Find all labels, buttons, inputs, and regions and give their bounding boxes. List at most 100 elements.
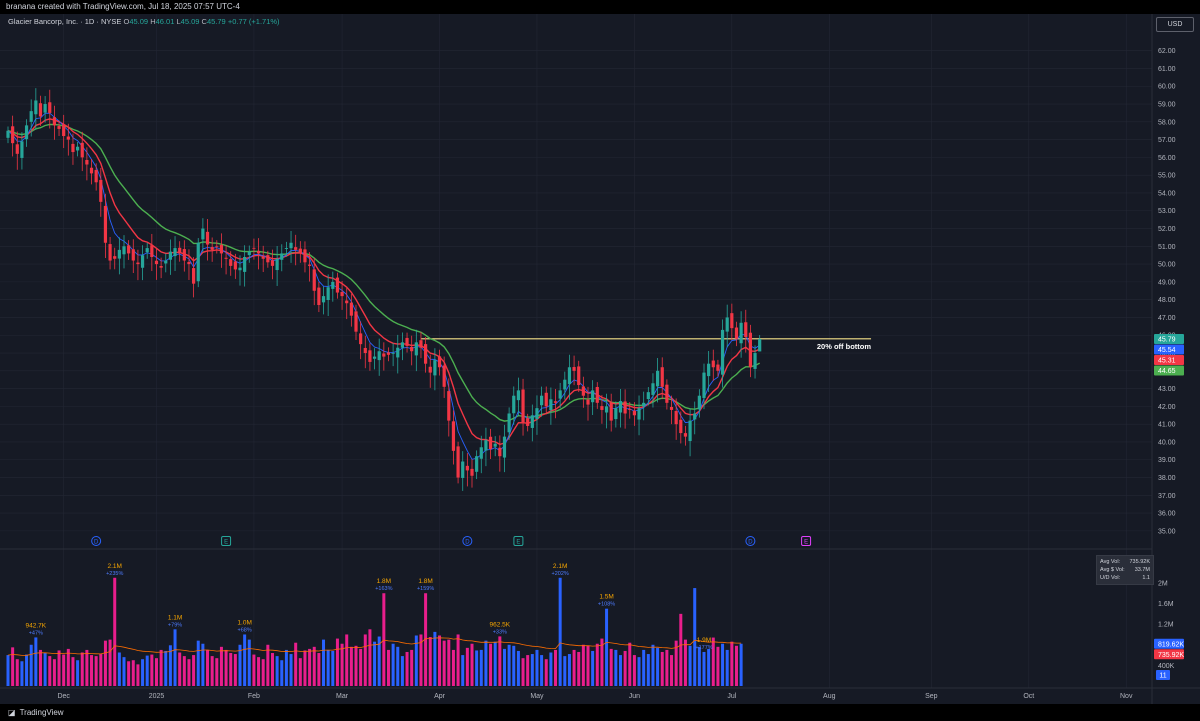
candle-body[interactable]: [660, 367, 664, 387]
candle-body[interactable]: [739, 322, 743, 344]
candle-body[interactable]: [345, 300, 349, 304]
volume-bar[interactable]: [215, 658, 219, 686]
earnings-marker[interactable]: [513, 536, 524, 546]
candle-body[interactable]: [744, 322, 748, 338]
candle-body[interactable]: [89, 167, 94, 174]
volume-bar[interactable]: [688, 645, 692, 686]
volume-bar[interactable]: [396, 646, 400, 686]
candle-body[interactable]: [674, 411, 678, 425]
volume-bar[interactable]: [734, 645, 738, 686]
candle-body[interactable]: [591, 390, 595, 403]
candle-body[interactable]: [544, 392, 548, 407]
candle-body[interactable]: [642, 402, 646, 407]
volume-bar[interactable]: [618, 655, 622, 686]
symbol-name[interactable]: Glacier Bancorp, Inc. · 1D · NYSE: [8, 17, 122, 26]
candle-body[interactable]: [48, 102, 52, 113]
volume-bar[interactable]: [493, 641, 497, 686]
candle-body[interactable]: [187, 261, 191, 265]
candle-body[interactable]: [372, 356, 377, 359]
volume-bar[interactable]: [270, 653, 274, 686]
volume-bar[interactable]: [331, 650, 335, 686]
price-axis[interactable]: 62.00 61.00 60.00 59.00 58.00 57.00 56.00 55.00…: [1158, 48, 1176, 535]
candle-body[interactable]: [572, 367, 576, 371]
volume-bar[interactable]: [280, 660, 284, 686]
volume-bar[interactable]: [711, 637, 715, 686]
candle-body[interactable]: [80, 142, 84, 158]
volume-bar[interactable]: [164, 650, 168, 686]
candle-body[interactable]: [604, 406, 609, 413]
volume-bar[interactable]: [725, 649, 729, 686]
volume-bar[interactable]: [498, 636, 502, 686]
candle-body[interactable]: [493, 443, 497, 447]
candle-body[interactable]: [391, 353, 395, 354]
volume-bar[interactable]: [526, 655, 530, 686]
candle-body[interactable]: [164, 260, 168, 264]
candle-body[interactable]: [665, 384, 669, 403]
volume-bar[interactable]: [470, 643, 474, 686]
candle-body[interactable]: [567, 367, 572, 385]
volume-bar[interactable]: [34, 637, 38, 686]
volume-bar[interactable]: [377, 636, 381, 686]
candle-body[interactable]: [238, 267, 242, 271]
volume-bar[interactable]: [405, 651, 409, 686]
time-axis[interactable]: Dec 2025 Feb Mar Apr May Jun Jul Aug Sep Oct Nov: [57, 693, 1133, 700]
volume-bar[interactable]: [201, 643, 205, 686]
candle-body[interactable]: [117, 249, 121, 259]
volume-bar[interactable]: [739, 643, 743, 686]
candle-body[interactable]: [507, 413, 511, 433]
volume-bar[interactable]: [345, 634, 349, 686]
volume-bar[interactable]: [623, 650, 627, 686]
volume-bar[interactable]: [451, 649, 455, 686]
candle-body[interactable]: [470, 468, 474, 476]
volume-bar[interactable]: [544, 659, 548, 686]
volume-bar[interactable]: [595, 643, 599, 686]
candle-body[interactable]: [359, 333, 363, 345]
candle-body[interactable]: [581, 386, 585, 396]
candle-body[interactable]: [502, 436, 507, 458]
candle-body[interactable]: [326, 287, 330, 300]
candle-body[interactable]: [753, 353, 757, 369]
volume-bar[interactable]: [154, 658, 158, 686]
candle-body[interactable]: [540, 395, 544, 406]
candle-body[interactable]: [725, 317, 729, 332]
volume-bar[interactable]: [103, 640, 107, 686]
volume-bar[interactable]: [48, 656, 52, 686]
volume-bar[interactable]: [632, 655, 636, 686]
volume-bar[interactable]: [233, 654, 237, 686]
volume-bar[interactable]: [447, 639, 451, 686]
candle-body[interactable]: [335, 277, 340, 293]
volume-bar[interactable]: [660, 651, 664, 686]
volume-bar[interactable]: [465, 647, 469, 686]
volume-bar[interactable]: [354, 645, 358, 686]
volume-bar[interactable]: [581, 644, 585, 686]
volume-bar[interactable]: [646, 654, 650, 686]
candle-body[interactable]: [400, 342, 404, 348]
volume-axis[interactable]: 2M 1.6M 1.2M 400K: [1158, 580, 1175, 669]
candle-body[interactable]: [219, 244, 224, 254]
volume-bar[interactable]: [326, 649, 330, 686]
candle-body[interactable]: [683, 433, 688, 437]
volume-bar[interactable]: [340, 643, 344, 686]
candle-body[interactable]: [205, 231, 210, 245]
volume-bar[interactable]: [670, 655, 674, 686]
volume-bar[interactable]: [90, 655, 94, 686]
volume-bar[interactable]: [29, 644, 33, 686]
candle-body[interactable]: [196, 242, 200, 282]
candle-body[interactable]: [108, 244, 112, 261]
volume-bar[interactable]: [363, 634, 367, 686]
volume-bar[interactable]: [419, 634, 423, 686]
candle-body[interactable]: [512, 395, 516, 414]
volume-bar[interactable]: [168, 645, 172, 686]
volume-bar[interactable]: [637, 657, 641, 686]
candle-body[interactable]: [224, 257, 228, 259]
candle-body[interactable]: [252, 247, 256, 249]
volume-bar[interactable]: [563, 656, 567, 686]
candle-body[interactable]: [521, 389, 525, 423]
candle-body[interactable]: [442, 365, 446, 387]
volume-bar[interactable]: [317, 653, 321, 686]
candle-body[interactable]: [303, 249, 307, 263]
volume-bar[interactable]: [609, 648, 613, 686]
volume-bar[interactable]: [702, 651, 706, 686]
candle-body[interactable]: [154, 260, 159, 265]
volume-bar[interactable]: [192, 655, 196, 686]
